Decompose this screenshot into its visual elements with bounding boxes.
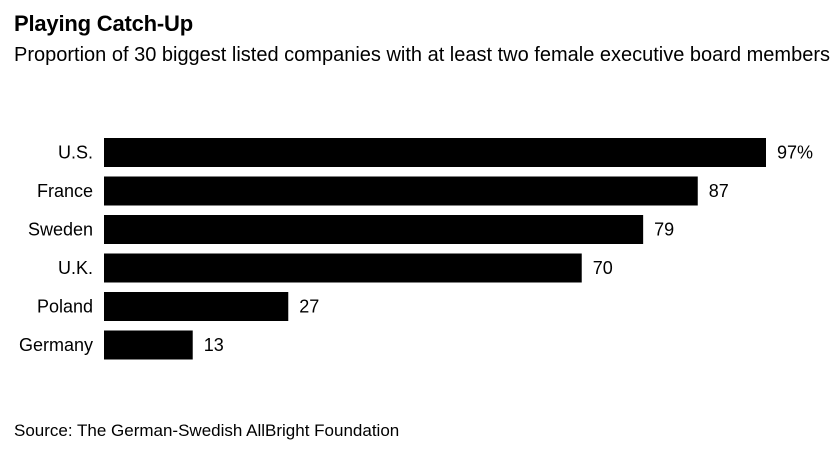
value-label-u-s: 97% bbox=[777, 143, 813, 163]
value-label-germany: 13 bbox=[204, 335, 224, 355]
category-label-sweden: Sweden bbox=[28, 220, 93, 240]
category-label-u-s: U.S. bbox=[58, 143, 93, 163]
value-label-sweden: 79 bbox=[654, 220, 674, 240]
chart-title: Playing Catch-Up bbox=[14, 11, 193, 36]
bar-u-k bbox=[104, 253, 582, 283]
bar-sweden bbox=[104, 215, 644, 244]
category-label-u-k: U.K. bbox=[58, 258, 93, 278]
bar-chart: U.S. 97% France 87 Sweden 79 U.K. 70 Poland 27 Ger… bbox=[0, 120, 840, 380]
bar-france bbox=[104, 176, 698, 206]
bar-chart-svg: U.S. 97% France 87 Sweden 79 U.K. 70 Poland 27 Ger… bbox=[19, 138, 813, 360]
source-note: Source: The German-Swedish AllBright Fou… bbox=[14, 421, 400, 440]
value-label-france: 87 bbox=[709, 181, 729, 201]
value-label-u-k: 70 bbox=[593, 258, 613, 278]
bar-germany bbox=[104, 330, 193, 360]
value-label-poland: 27 bbox=[299, 297, 319, 317]
category-label-poland: Poland bbox=[37, 297, 93, 317]
category-label-germany: Germany bbox=[19, 335, 93, 355]
bar-u-s bbox=[104, 138, 766, 167]
category-label-france: France bbox=[37, 181, 93, 201]
bar-poland bbox=[104, 292, 289, 321]
chart-subtitle: Proportion of 30 biggest listed companie… bbox=[14, 44, 830, 66]
